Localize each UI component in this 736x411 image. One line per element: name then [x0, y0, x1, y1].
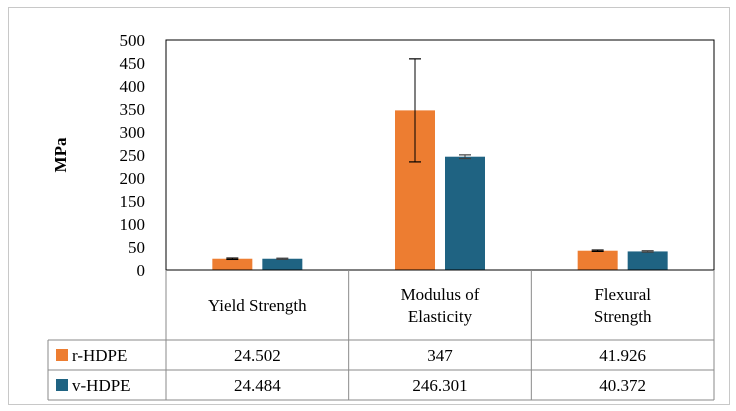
y-tick-label: 150 [120, 192, 146, 211]
legend-key-r-hdpe [56, 349, 68, 361]
table-cell-value: 40.372 [599, 376, 646, 395]
legend-label: v-HDPE [72, 376, 131, 395]
plot-border [165, 39, 715, 271]
legend-key-v-hdpe [56, 379, 68, 391]
y-tick-label: 350 [120, 100, 146, 119]
y-tick-label: 0 [137, 261, 146, 280]
bars [212, 110, 668, 270]
table-cell-value: 24.502 [234, 346, 281, 365]
bar-r-hdpe [212, 258, 253, 270]
y-tick-label: 300 [120, 123, 146, 142]
category-label: Modulus of [401, 285, 480, 304]
table-cell-value: 246.301 [412, 376, 467, 395]
y-tick-label: 250 [120, 146, 146, 165]
category-label: Elasticity [408, 307, 473, 326]
y-tick-label: 200 [120, 169, 146, 188]
y-tick-label: 50 [128, 238, 145, 257]
table-cell-value: 41.926 [599, 346, 646, 365]
table-cell-value: 347 [427, 346, 453, 365]
y-ticks: 0 50 100 150 200 250 300 350 400 450 500 [120, 31, 146, 280]
category-labels: Yield Strength Modulus of Elasticity Flexur… [208, 285, 652, 326]
category-label: Flexural [594, 285, 651, 304]
y-tick-label: 100 [120, 215, 146, 234]
bar-r-hdpe [577, 250, 618, 270]
y-tick-label: 400 [120, 77, 146, 96]
error-bars [226, 58, 654, 261]
bar-v-hdpe [445, 156, 485, 270]
y-axis-label: MPa [51, 137, 70, 172]
y-tick-label: 450 [120, 54, 146, 73]
y-tick-label: 500 [120, 31, 146, 50]
category-label: Strength [594, 307, 652, 326]
bar-v-hdpe [627, 251, 668, 270]
legend-label: r-HDPE [72, 346, 127, 365]
plot-and-table-frame [47, 39, 715, 401]
chart-frame [8, 7, 730, 405]
category-label: Yield Strength [208, 296, 307, 315]
table-cell-value: 24.484 [234, 376, 281, 395]
bar-v-hdpe [262, 258, 303, 270]
data-table: r-HDPE 24.502 347 41.926 v-HDPE 24.484 246.301… [56, 346, 646, 395]
